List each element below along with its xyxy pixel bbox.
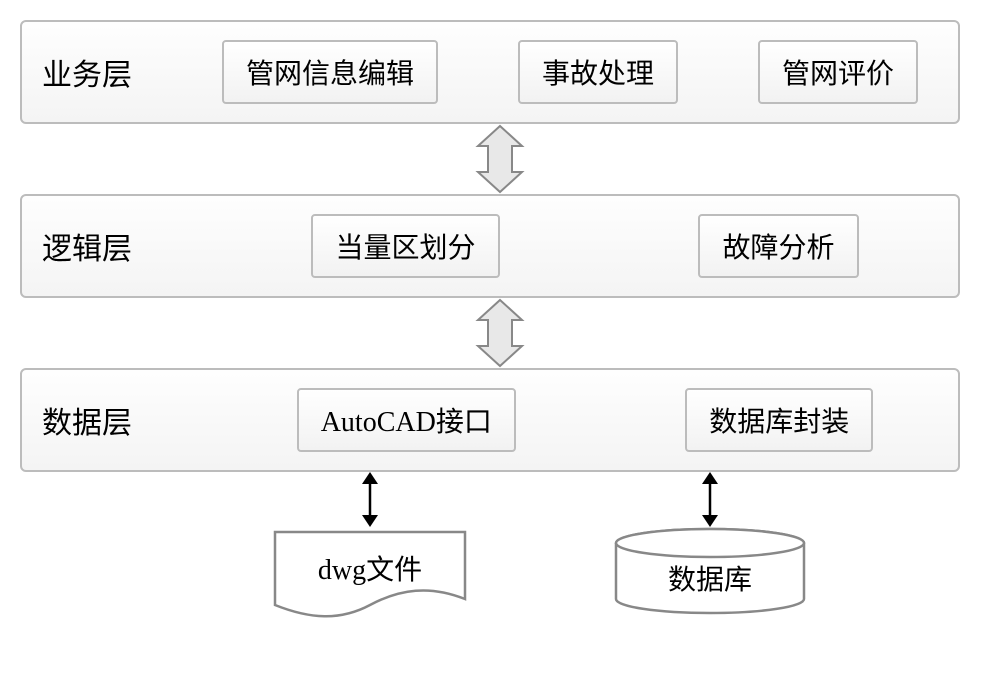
box-autocad: AutoCAD接口	[297, 388, 516, 452]
dwg-file-shape: dwg文件	[270, 527, 470, 612]
arrow-logic-data	[20, 298, 980, 368]
arrow-autocad-dwg	[358, 472, 382, 527]
data-layer-boxes: AutoCAD接口 数据库封装	[202, 388, 938, 452]
bottom-row: dwg文件 数据库	[20, 472, 980, 612]
box-evaluation: 管网评价	[758, 40, 918, 104]
business-layer-title: 业务层	[42, 50, 162, 94]
arrow-business-logic	[20, 124, 980, 194]
business-layer-boxes: 管网信息编辑 事故处理 管网评价	[202, 40, 938, 104]
db-column: 数据库	[610, 472, 810, 612]
business-layer: 业务层 管网信息编辑 事故处理 管网评价	[20, 20, 960, 124]
logic-layer-title: 逻辑层	[42, 224, 162, 268]
block-arrow-icon	[478, 300, 522, 366]
data-layer: 数据层 AutoCAD接口 数据库封装	[20, 368, 960, 472]
box-accident: 事故处理	[518, 40, 678, 104]
dwg-label: dwg文件	[318, 548, 422, 588]
data-layer-title: 数据层	[42, 398, 162, 442]
db-label: 数据库	[668, 558, 752, 598]
box-zone: 当量区划分	[311, 214, 499, 278]
cylinder-top2-icon	[616, 529, 804, 557]
arrow-dbwrap-db	[698, 472, 722, 527]
logic-layer: 逻辑层 当量区划分 故障分析	[20, 194, 960, 298]
logic-layer-boxes: 当量区划分 故障分析	[202, 214, 938, 278]
box-network-edit: 管网信息编辑	[222, 40, 438, 104]
box-db-wrap: 数据库封装	[685, 388, 873, 452]
dwg-column: dwg文件	[270, 472, 470, 612]
box-fault: 故障分析	[698, 214, 858, 278]
database-shape: 数据库	[610, 527, 810, 612]
block-arrow-icon	[478, 126, 522, 192]
